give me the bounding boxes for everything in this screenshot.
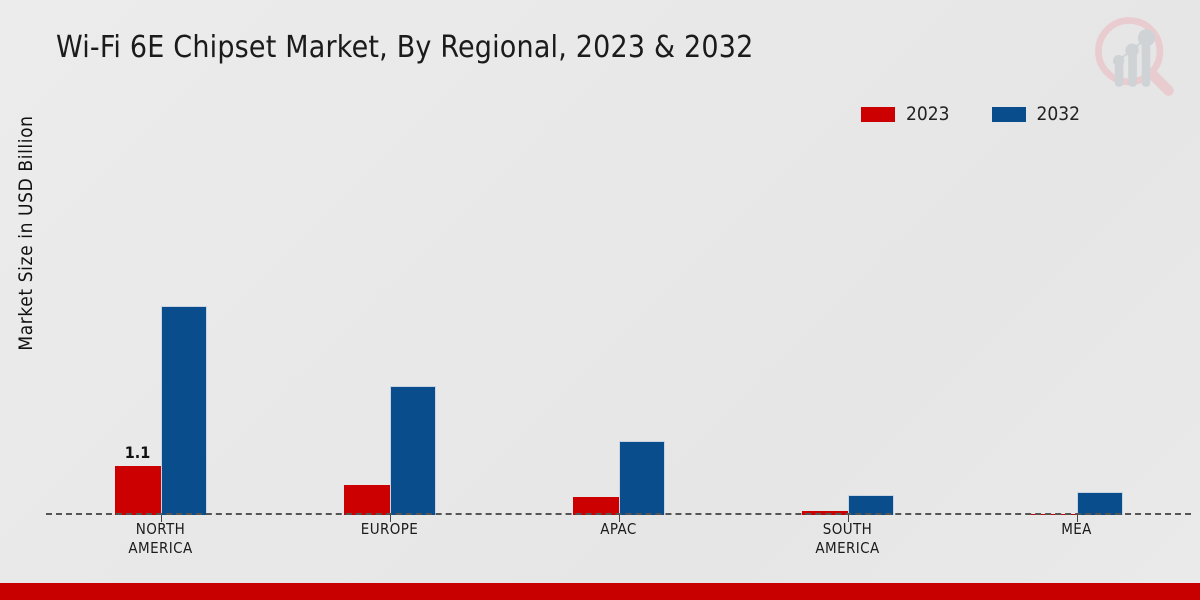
x-label-line1: SOUTH bbox=[822, 520, 873, 538]
bar-group-mea bbox=[962, 140, 1191, 522]
x-label-line1: NORTH bbox=[135, 520, 186, 538]
bar-2032-south-america[interactable] bbox=[847, 495, 894, 515]
x-label-north-america: NORTH AMERICA bbox=[46, 520, 275, 558]
x-label-line1: MEA bbox=[1061, 520, 1092, 538]
bar-group-apac bbox=[504, 140, 733, 522]
x-label-apac: APAC bbox=[504, 520, 733, 558]
legend-label-2023: 2023 bbox=[906, 103, 950, 125]
x-axis-labels: NORTH AMERICA EUROPE APAC SOUTH AMERICA … bbox=[46, 520, 1191, 558]
x-label-south-america: SOUTH AMERICA bbox=[733, 520, 962, 558]
x-tick-apac bbox=[618, 515, 620, 522]
y-axis-title: Market Size in USD Billion bbox=[15, 115, 37, 351]
market-research-magnifier-logo-icon bbox=[1086, 8, 1182, 104]
bar-2032-mea[interactable] bbox=[1076, 492, 1123, 515]
bar-2032-apac[interactable] bbox=[618, 441, 665, 515]
x-tick-mea bbox=[1076, 515, 1078, 522]
bar-2023-north-america[interactable]: 1.1 bbox=[114, 443, 161, 515]
x-label-mea: MEA bbox=[962, 520, 1191, 558]
legend-item-2023[interactable]: 2023 bbox=[861, 103, 950, 125]
plot-area: 1.1 bbox=[46, 140, 1191, 522]
legend-label-2032: 2032 bbox=[1036, 103, 1081, 125]
chart-legend: 2023 2032 bbox=[861, 103, 1080, 125]
bar-group-south-america bbox=[733, 140, 962, 522]
x-axis-baseline bbox=[46, 513, 1191, 515]
x-tick-south-america bbox=[847, 515, 849, 522]
x-label-line1: EUROPE bbox=[360, 520, 419, 538]
bar-groups: 1.1 bbox=[46, 140, 1191, 522]
chart-title: Wi-Fi 6E Chipset Market, By Regional, 20… bbox=[56, 30, 754, 65]
x-label-line1: APAC bbox=[600, 520, 637, 538]
footer-accent-bar bbox=[0, 583, 1200, 600]
legend-swatch-2032 bbox=[991, 106, 1026, 122]
bar-2023-apac[interactable] bbox=[572, 497, 619, 515]
x-label-line2: AMERICA bbox=[128, 539, 193, 557]
bar-2023-europe[interactable] bbox=[343, 485, 390, 515]
legend-swatch-2023 bbox=[861, 106, 895, 122]
bar-group-north-america: 1.1 bbox=[46, 140, 275, 522]
x-label-europe: EUROPE bbox=[275, 520, 504, 558]
bar-2032-europe[interactable] bbox=[389, 386, 436, 515]
bar-group-europe bbox=[275, 140, 504, 522]
bar-value-2023-north-america: 1.1 bbox=[124, 443, 151, 462]
legend-item-2032[interactable]: 2032 bbox=[991, 103, 1081, 125]
x-label-line2: AMERICA bbox=[815, 539, 880, 557]
bar-2032-north-america[interactable] bbox=[160, 306, 207, 515]
x-tick-europe bbox=[389, 515, 391, 522]
x-tick-north-america bbox=[160, 515, 162, 522]
